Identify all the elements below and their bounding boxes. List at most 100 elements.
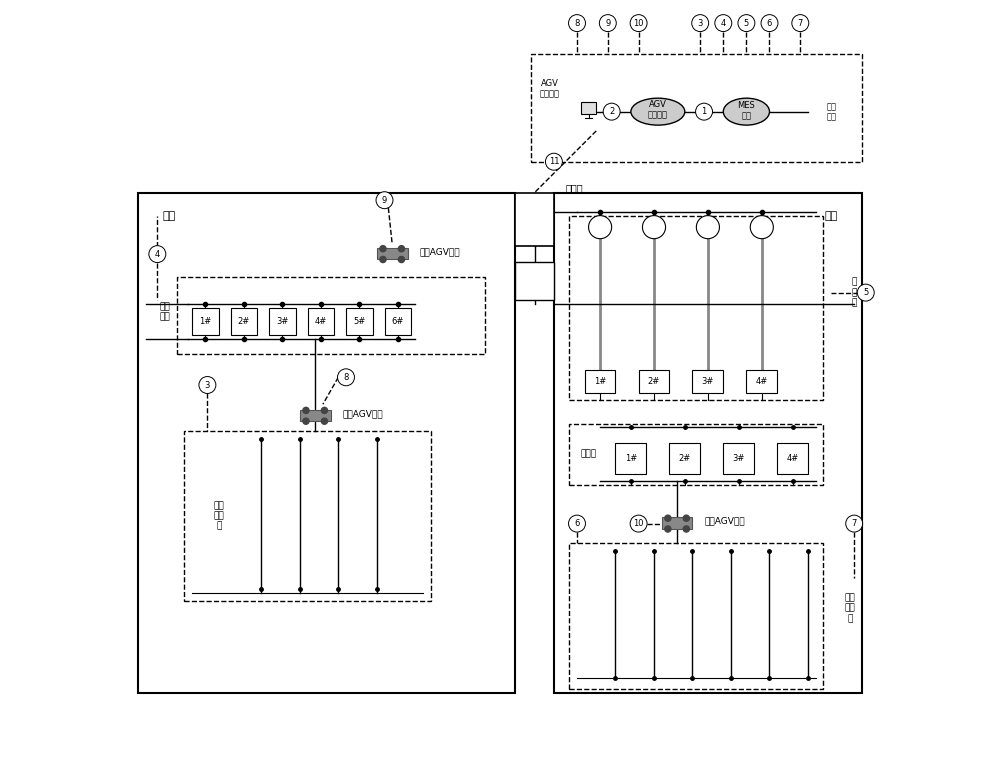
Text: 1#: 1# [199,317,212,326]
Text: 7: 7 [852,519,857,528]
Text: 6#: 6# [392,317,404,326]
Text: 5#: 5# [353,317,366,326]
FancyBboxPatch shape [377,248,408,259]
Circle shape [857,284,874,301]
Text: 6: 6 [767,18,772,28]
Text: 成品
库存
处: 成品 库存 处 [845,594,856,623]
Circle shape [683,526,689,532]
Circle shape [569,15,585,32]
Text: 4#: 4# [786,454,799,463]
Text: 包装机: 包装机 [580,450,597,459]
Circle shape [380,256,386,263]
Text: 10: 10 [633,18,644,28]
Text: AGV
控制模块: AGV 控制模块 [540,79,560,99]
Circle shape [738,15,755,32]
Text: 9: 9 [382,196,387,205]
Text: 1#: 1# [594,377,606,386]
Circle shape [199,377,216,393]
Text: 预混
料机: 预混 料机 [160,302,170,322]
FancyBboxPatch shape [515,262,554,300]
Circle shape [603,103,620,120]
Text: 8: 8 [574,18,580,28]
FancyBboxPatch shape [777,443,808,474]
Circle shape [683,515,689,521]
FancyBboxPatch shape [662,517,692,529]
Circle shape [715,15,732,32]
Text: 二号AGV小车: 二号AGV小车 [419,247,460,256]
FancyBboxPatch shape [138,192,515,693]
Ellipse shape [631,99,685,126]
Text: 1: 1 [701,107,707,116]
Text: 4#: 4# [315,317,327,326]
Circle shape [398,246,405,252]
Text: 2: 2 [609,107,614,116]
Text: 5: 5 [744,18,749,28]
Text: 三号AGV小车: 三号AGV小车 [704,517,745,526]
Circle shape [630,515,647,532]
Circle shape [761,15,778,32]
FancyBboxPatch shape [692,370,723,393]
Text: 4: 4 [721,18,726,28]
Circle shape [303,407,309,413]
FancyBboxPatch shape [639,370,669,393]
Ellipse shape [723,99,769,126]
FancyBboxPatch shape [723,443,754,474]
Text: 4: 4 [155,249,160,259]
Text: 7: 7 [798,18,803,28]
Text: 2#: 2# [648,377,660,386]
Circle shape [630,15,647,32]
Circle shape [569,515,585,532]
Circle shape [149,246,166,263]
Circle shape [338,369,354,386]
Circle shape [376,192,393,209]
Circle shape [750,216,773,239]
Text: MES
平台: MES 平台 [738,101,755,121]
FancyBboxPatch shape [554,192,862,693]
FancyBboxPatch shape [192,308,219,335]
Text: 4#: 4# [756,377,768,386]
FancyBboxPatch shape [581,102,596,114]
FancyBboxPatch shape [231,308,257,335]
Text: 9: 9 [605,18,610,28]
Circle shape [589,216,612,239]
Circle shape [846,515,863,532]
Text: 11: 11 [549,157,559,166]
Text: 8: 8 [343,373,349,382]
FancyBboxPatch shape [300,410,331,421]
Circle shape [545,153,562,170]
Circle shape [665,515,671,521]
Text: 升降梯: 升降梯 [565,184,583,193]
Text: 挤
出
机: 挤 出 机 [852,278,857,307]
Circle shape [321,407,328,413]
Text: 原料
库存
处: 原料 库存 处 [214,501,224,531]
Text: 10: 10 [633,519,644,528]
Text: 3#: 3# [276,317,289,326]
Circle shape [398,256,405,263]
Text: 远程
机房: 远程 机房 [826,102,836,122]
Circle shape [380,246,386,252]
Circle shape [696,216,719,239]
Text: 3: 3 [205,380,210,390]
FancyBboxPatch shape [569,216,823,400]
FancyBboxPatch shape [384,308,411,335]
FancyBboxPatch shape [346,308,373,335]
Circle shape [599,15,616,32]
Text: 5: 5 [863,288,868,297]
FancyBboxPatch shape [569,424,823,485]
Text: 一层: 一层 [824,211,838,220]
Circle shape [303,418,309,424]
Circle shape [696,103,713,120]
Text: 二层: 二层 [162,211,176,220]
Circle shape [642,216,666,239]
Text: 3#: 3# [733,454,745,463]
Text: 2#: 2# [238,317,250,326]
Text: AGV
调度平台: AGV 调度平台 [648,100,668,120]
Circle shape [665,526,671,532]
FancyBboxPatch shape [308,308,334,335]
Text: 1#: 1# [625,454,637,463]
FancyBboxPatch shape [531,54,862,162]
FancyBboxPatch shape [269,308,296,335]
FancyBboxPatch shape [515,192,554,246]
Circle shape [321,418,328,424]
FancyBboxPatch shape [746,370,777,393]
